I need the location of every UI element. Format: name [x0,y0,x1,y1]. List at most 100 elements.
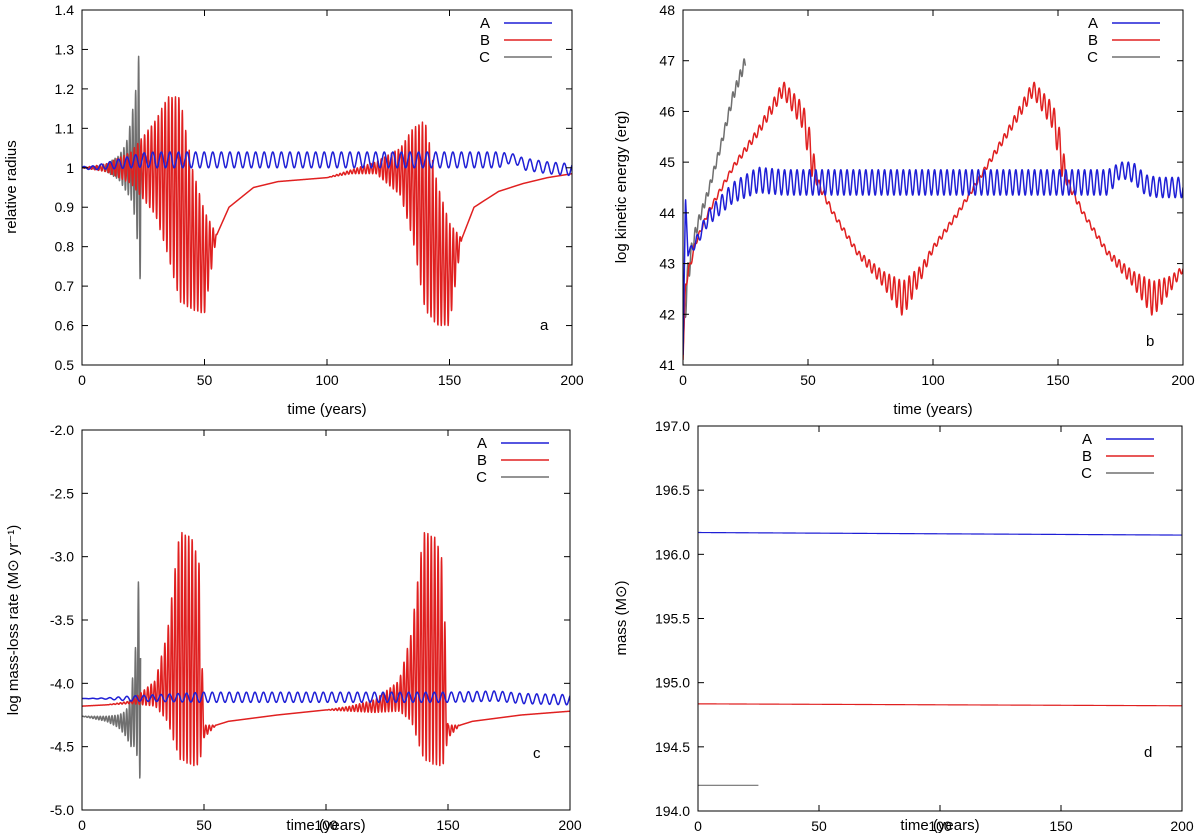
panel-b-ytick-label: 46 [659,103,675,119]
panel-d: 0 50 100 150 200 194.0 194.5 195.0 195.5 196.0 196… [613,418,1194,834]
panel-c: 0 50 100 150 200 -5.0 -4.5 -4.0 -3.5 -3.0 -2.5 -2.0… [5,422,582,834]
panel-d-ticks: 0 50 100 150 200 194.0 194.5 195.0 195.5 196.0 196… [655,418,1194,834]
panel-b-ticks: 0 50 100 150 200 41 42 43 44 45 46 47 48 [659,2,1194,388]
panel-d-series [698,531,1182,786]
panel-b-ytick-label: 41 [659,357,675,373]
panel-a-ytick-label: 0.7 [55,278,75,294]
legend-label-b: B [1088,32,1098,49]
panel-c-ticks: 0 50 100 150 200 -5.0 -4.5 -4.0 -3.5 -3.0 -2.5 -2.0 [50,422,582,833]
panel-d-label: d [1144,744,1152,761]
legend-label-b: B [1082,448,1092,465]
panel-d-xlabel: time (years) [900,817,979,834]
panel-a-ytick-label: 1.1 [55,120,75,136]
legend-label-b: B [480,32,490,49]
panel-c-xtick-label: 0 [78,817,86,833]
panel-a-xtick-label: 100 [315,372,339,388]
panel-a-xlabel: time (years) [287,401,366,418]
legend-label-a: A [477,435,487,452]
panel-b-ylabel: log kinetic energy (erg) [613,111,630,264]
series-c-line [683,58,747,350]
panel-c-ytick-label: -3.0 [50,549,74,565]
panel-a-xtick-label: 200 [560,372,584,388]
legend-label-c: C [479,49,490,66]
panel-b-xtick-label: 0 [679,372,687,388]
series-b-line [683,81,1183,360]
panel-b-ytick-label: 42 [659,306,675,322]
panel-c-xlabel: time (years) [286,817,365,834]
panel-c-xtick-label: 50 [196,817,212,833]
panel-c-frame [81,429,571,811]
panel-b-label: b [1146,333,1154,350]
panel-d-ytick-label: 196.0 [655,546,690,562]
panel-c-xtick-label: 150 [436,817,460,833]
panel-c-xtick-label: 200 [558,817,582,833]
panel-c-ylabel: log mass-loss rate (M⊙ yr⁻¹) [5,525,22,716]
panel-c-ytick-label: -4.5 [50,739,74,755]
panel-c-series [82,531,570,779]
panel-b-xtick-label: 50 [800,372,816,388]
legend-label-c: C [1081,465,1092,482]
panel-c-ytick-label: -4.0 [50,675,74,691]
panel-a-xtick-label: 0 [78,372,86,388]
panel-d-ytick-label: 197.0 [655,418,690,434]
panel-a-legend: ABC [479,15,552,66]
panel-d-ylabel: mass (M⊙) [613,580,630,655]
series-b-line [82,96,572,327]
legend-label-c: C [476,469,487,486]
panel-c-legend: ABC [476,435,549,486]
panel-b-ytick-label: 44 [659,205,675,221]
panel-c-ytick-label: -2.0 [50,422,74,438]
panel-d-xtick-label: 50 [811,818,827,834]
panel-d-xtick-label: 0 [694,818,702,834]
panel-d-ytick-label: 196.5 [655,482,690,498]
panel-a-ytick-label: 0.6 [55,318,75,334]
series-a-line [683,161,1183,355]
panel-c-ytick-label: -5.0 [50,802,74,818]
panel-a-xtick-label: 50 [197,372,213,388]
series-a-line [82,151,572,177]
panel-b-ytick-label: 48 [659,2,675,18]
panel-c-ytick-label: -3.5 [50,612,74,628]
legend-label-c: C [1087,49,1098,66]
panel-a-ticks: 0 50 100 150 200 0.5 0.6 0.7 0.8 0.9 1 1.1 1.2 1.3 1.4 [55,2,584,388]
panel-d-frame [697,425,1183,812]
legend-label-a: A [1082,431,1092,448]
panel-d-ytick-label: 195.0 [655,675,690,691]
series-b-line [82,531,570,767]
panel-a-ytick-label: 1.4 [55,2,75,18]
panel-b-ytick-label: 43 [659,256,675,272]
panel-b-xlabel: time (years) [893,401,972,418]
panel-b-xtick-label: 150 [1046,372,1070,388]
panel-b: 0 50 100 150 200 41 42 43 44 45 46 47 48 time (years… [613,2,1195,418]
panel-c-ytick-label: -2.5 [50,485,74,501]
series-a-line [698,531,1182,536]
panel-b-legend: ABC [1087,15,1160,66]
panel-a-ytick-label: 1.3 [55,41,75,57]
panel-c-label: c [533,745,541,762]
panel-b-ytick-label: 47 [659,53,675,69]
panel-a-label: a [540,317,549,334]
panel-d-xtick-label: 200 [1170,818,1194,834]
panel-c-xtick-label: 100 [314,817,338,833]
panel-b-ytick-label: 45 [659,154,675,170]
panel-a-ytick-label: 0.5 [55,357,75,373]
panel-b-xtick-label: 100 [921,372,945,388]
panel-d-ytick-label: 194.5 [655,739,690,755]
panel-d-xtick-label: 100 [928,818,952,834]
panel-a-series [82,55,572,327]
panel-a-ytick-label: 1.2 [55,81,75,97]
panel-a-ylabel: relative radius [3,140,20,233]
panel-d-ytick-label: 195.5 [655,611,690,627]
legend-label-a: A [1088,15,1098,32]
legend-label-a: A [480,15,490,32]
panel-a-ytick-label: 1 [66,160,74,176]
panel-a-ytick-label: 0.8 [55,239,75,255]
panel-d-xtick-label: 150 [1049,818,1073,834]
panel-a: 0 50 100 150 200 0.5 0.6 0.7 0.8 0.9 1 1.1 1.2 1.3 1.4… [3,2,584,418]
panel-d-legend: ABC [1081,431,1154,482]
legend-label-b: B [477,452,487,469]
panel-a-ytick-label: 0.9 [55,199,75,215]
series-b-line [698,703,1182,707]
panel-b-series [683,58,1183,360]
